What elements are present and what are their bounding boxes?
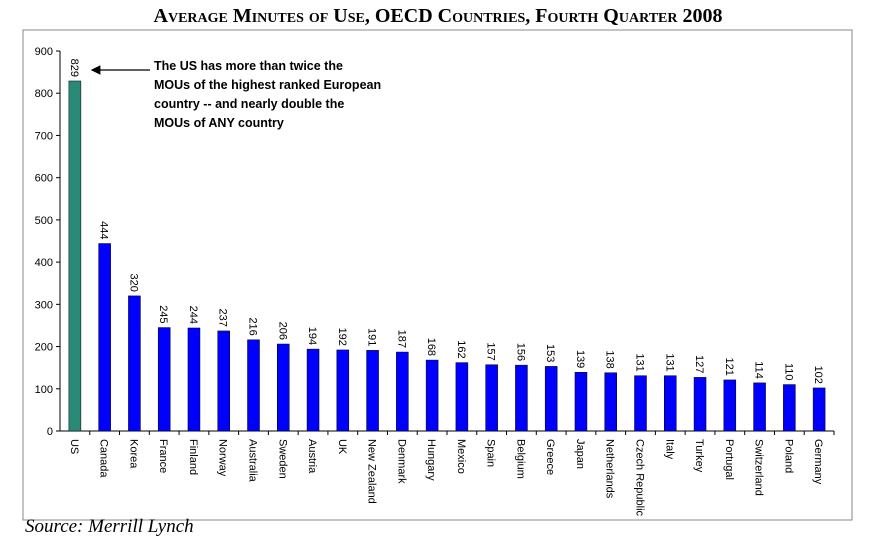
x-tick-label: Switzerland [753, 439, 765, 496]
x-tick-label: Turkey [693, 439, 705, 473]
value-label: 444 [98, 221, 110, 239]
value-label: 139 [574, 350, 586, 368]
bar [187, 327, 201, 432]
value-label: 192 [336, 328, 348, 346]
value-label: 138 [604, 350, 616, 368]
bar [604, 372, 617, 432]
x-tick-label: Denmark [395, 439, 407, 484]
value-label: 131 [663, 353, 675, 371]
bar [515, 364, 528, 432]
x-tick-label: Greece [544, 439, 556, 475]
x-tick-label: Belgium [514, 439, 526, 479]
value-label: 237 [217, 309, 229, 327]
bar [693, 377, 707, 432]
value-label: 102 [812, 366, 824, 384]
bar [664, 375, 677, 432]
x-tick-label: US [68, 439, 80, 454]
bar [336, 349, 350, 432]
bar [247, 339, 260, 432]
y-tick-label: 400 [35, 257, 53, 269]
value-label: 829 [68, 59, 80, 77]
value-label: 168 [425, 338, 437, 356]
value-label: 131 [634, 353, 646, 371]
x-tick-label: Portugal [723, 439, 735, 480]
y-tick-label: 0 [47, 426, 53, 438]
bar [753, 382, 766, 432]
value-label: 206 [276, 322, 288, 340]
bar [544, 366, 558, 432]
bar [277, 343, 290, 432]
bar [217, 330, 230, 432]
bar [98, 243, 111, 432]
y-tick-label: 700 [35, 130, 53, 142]
y-tick-label: 500 [35, 215, 53, 227]
value-label: 244 [187, 306, 199, 324]
value-label: 121 [723, 358, 735, 376]
x-tick-label: Hungary [425, 439, 437, 481]
bar [812, 387, 826, 432]
value-label: 110 [782, 363, 794, 381]
x-tick-label: Germany [812, 439, 824, 485]
x-tick-label: Italy [663, 439, 675, 460]
value-label: 153 [544, 344, 556, 362]
x-tick-label: Czech Republic [634, 439, 646, 517]
y-tick-label: 600 [35, 173, 53, 185]
y-tick-label: 200 [35, 342, 53, 354]
x-tick-label: Mexico [455, 439, 467, 474]
x-tick-label: Australia [247, 439, 259, 483]
annotation-line: country -- and nearly double the [154, 97, 344, 111]
annotation-line: The US has more than twice the [154, 59, 343, 73]
y-tick-label: 100 [35, 384, 53, 396]
bar [455, 362, 469, 432]
x-tick-label: UK [336, 439, 348, 455]
x-tick-label: Sweden [276, 439, 288, 479]
annotation-line: MOUs of ANY country [154, 116, 284, 130]
bar [485, 364, 498, 432]
bar [68, 80, 82, 432]
value-label: 187 [395, 330, 407, 348]
bar [128, 295, 141, 432]
bar [306, 348, 320, 432]
y-tick-label: 300 [35, 299, 53, 311]
frame [22, 29, 853, 521]
source: Source: Merrill Lynch [25, 516, 194, 537]
bar [723, 379, 737, 432]
x-tick-label: Austria [306, 439, 318, 474]
value-label: 157 [485, 342, 497, 360]
x-tick-label: Norway [217, 439, 229, 477]
x-tick-label: Spain [485, 439, 497, 467]
value-label: 127 [693, 355, 705, 373]
bar [574, 372, 588, 432]
x-tick-label: Canada [98, 439, 110, 478]
bar [396, 351, 409, 432]
bar [783, 384, 796, 432]
x-tick-label: France [157, 439, 169, 473]
value-label: 320 [127, 274, 139, 292]
bar [157, 327, 171, 432]
x-tick-label: Japan [574, 439, 586, 469]
value-label: 114 [753, 361, 765, 379]
plot-area: 0 100 200 300 400 500 600 700 800 900 US 829 Canada 4… [35, 46, 835, 517]
value-label: 216 [247, 317, 259, 335]
x-tick-label: New Zealand [366, 439, 378, 504]
bar [425, 359, 439, 432]
x-tick-label: Korea [127, 439, 139, 469]
annotation: The US has more than twice the MOUs of th… [154, 59, 381, 130]
x-tick-label: Finland [187, 439, 199, 475]
value-label: 191 [366, 328, 378, 346]
x-tick-label: Poland [782, 439, 794, 473]
annotation-line: MOUs of the highest ranked European [154, 78, 381, 92]
y-tick-label: 900 [35, 46, 53, 58]
value-label: 245 [157, 305, 169, 323]
value-label: 194 [306, 327, 318, 345]
y-tick-label: 800 [35, 88, 53, 100]
bar [366, 350, 379, 432]
chart-title: Average Minutes of Use, OECD Countries, … [154, 5, 723, 27]
x-tick-label: Netherlands [604, 439, 616, 499]
value-label: 156 [514, 343, 526, 361]
bar [634, 375, 647, 432]
value-label: 162 [455, 340, 467, 358]
